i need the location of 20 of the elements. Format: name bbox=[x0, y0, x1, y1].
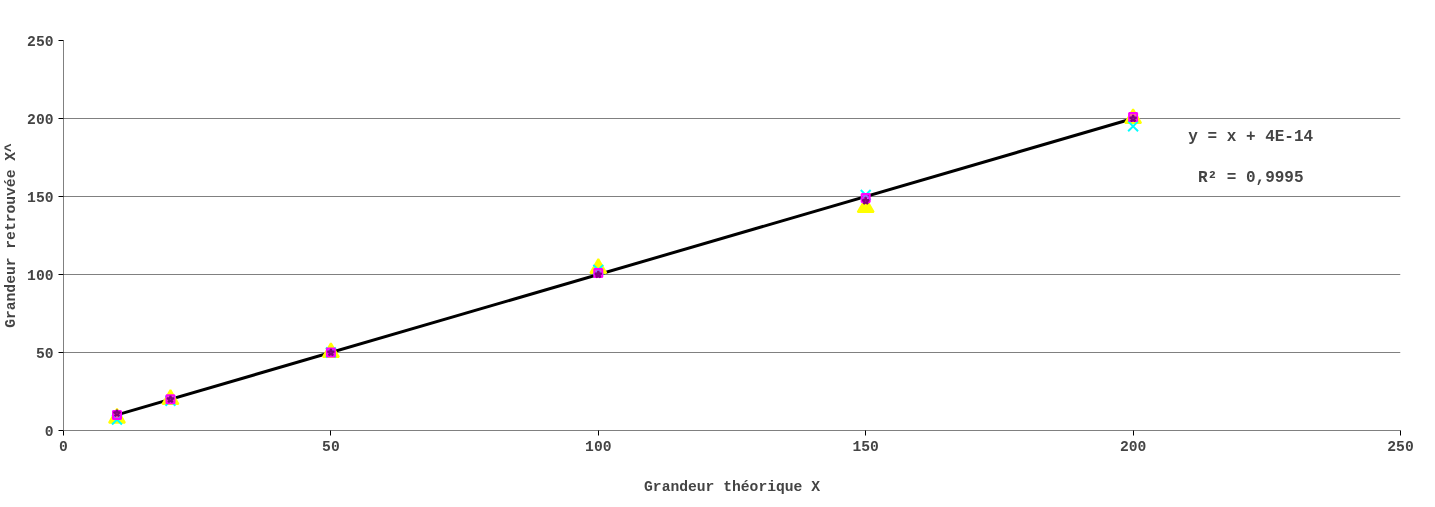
y-tick-label: 0 bbox=[44, 423, 54, 440]
point bbox=[1124, 108, 1143, 125]
y-axis-title: Grandeur retrouvée X^ bbox=[3, 142, 20, 328]
annotation: R² = 0,9995 bbox=[1197, 168, 1304, 187]
point bbox=[859, 188, 872, 201]
y-tick-label: 150 bbox=[27, 189, 54, 206]
y-tick-label: 200 bbox=[27, 111, 54, 128]
point bbox=[856, 197, 875, 214]
x-tick-label: 250 bbox=[1387, 438, 1414, 455]
x-tick-label: 50 bbox=[322, 438, 340, 455]
x-tick-label: 150 bbox=[852, 438, 879, 455]
x-tick-label: 200 bbox=[1119, 438, 1147, 455]
x-axis-title: Grandeur théorique X bbox=[644, 478, 821, 495]
y-tick-label: 250 bbox=[27, 33, 54, 50]
x-tick-label: 0 bbox=[59, 438, 68, 455]
annotation: y = x + 4E-14 bbox=[1188, 128, 1314, 147]
y-tick-label: 100 bbox=[27, 267, 54, 284]
y-tick-label: 50 bbox=[35, 345, 54, 362]
x-tick-label: 100 bbox=[585, 438, 612, 455]
point bbox=[1127, 120, 1140, 133]
